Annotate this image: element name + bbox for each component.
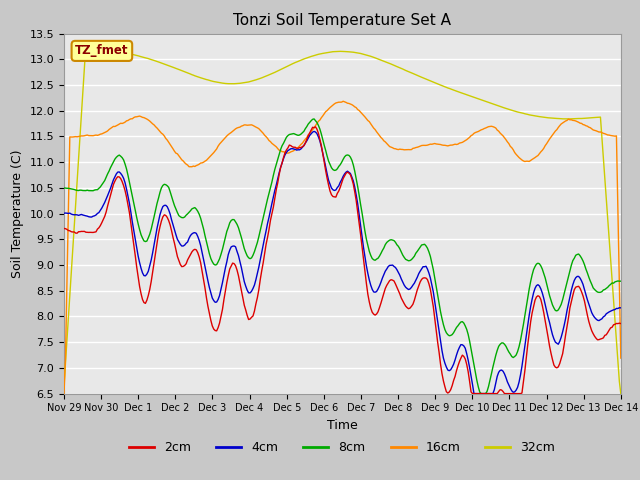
Text: TZ_fmet: TZ_fmet <box>75 44 129 58</box>
Title: Tonzi Soil Temperature Set A: Tonzi Soil Temperature Set A <box>234 13 451 28</box>
Y-axis label: Soil Temperature (C): Soil Temperature (C) <box>11 149 24 278</box>
X-axis label: Time: Time <box>327 419 358 432</box>
Legend: 2cm, 4cm, 8cm, 16cm, 32cm: 2cm, 4cm, 8cm, 16cm, 32cm <box>124 436 561 459</box>
